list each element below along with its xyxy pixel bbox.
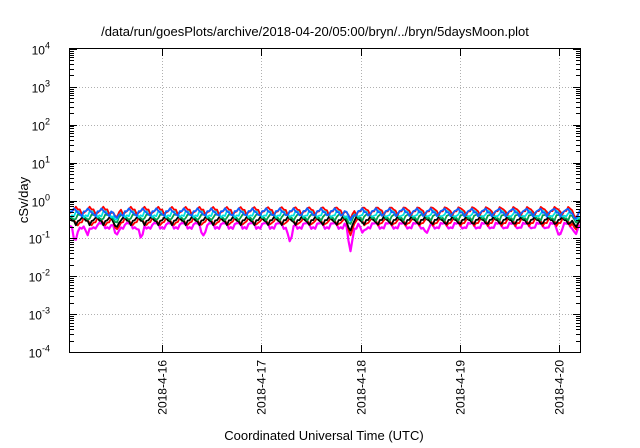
gridlines: [70, 49, 580, 352]
series-line: [69, 212, 581, 225]
series-line: [70, 207, 581, 222]
y-tick-label: 10-1: [29, 230, 50, 247]
x-tick-label: 2018-4-17: [255, 360, 269, 415]
plot-frame: [69, 48, 581, 353]
series-line: [69, 221, 581, 253]
y-tick-label: 102: [32, 117, 50, 134]
y-tick-label: 101: [32, 155, 50, 172]
x-tick-label: 2018-4-20: [553, 360, 567, 415]
y-tick-label: 104: [32, 41, 50, 58]
y-tick-label: 10-4: [29, 344, 50, 361]
series-lines: [69, 205, 581, 253]
y-axis-label: cSv/day: [16, 176, 31, 223]
y-tick-label: 10-2: [29, 268, 50, 285]
x-axis-ticks: 2018-4-16 2018-4-17 2018-4-18 2018-4-19 2018…: [156, 49, 567, 415]
x-axis-label: Coordinated Universal Time (UTC): [224, 428, 423, 443]
x-tick-label: 2018-4-19: [454, 360, 468, 415]
y-tick-label: 10-3: [29, 306, 50, 323]
y-tick-label: 103: [32, 79, 50, 96]
x-tick-label: 2018-4-18: [355, 360, 369, 415]
y-tick-label: 100: [32, 193, 50, 210]
chart-title: /data/run/goesPlots/archive/2018-04-20/0…: [101, 24, 529, 39]
x-tick-label: 2018-4-16: [156, 360, 170, 415]
y-axis-ticks: 10-4 10-3 10-2 10-1 100 101 102 103 104: [29, 41, 580, 361]
